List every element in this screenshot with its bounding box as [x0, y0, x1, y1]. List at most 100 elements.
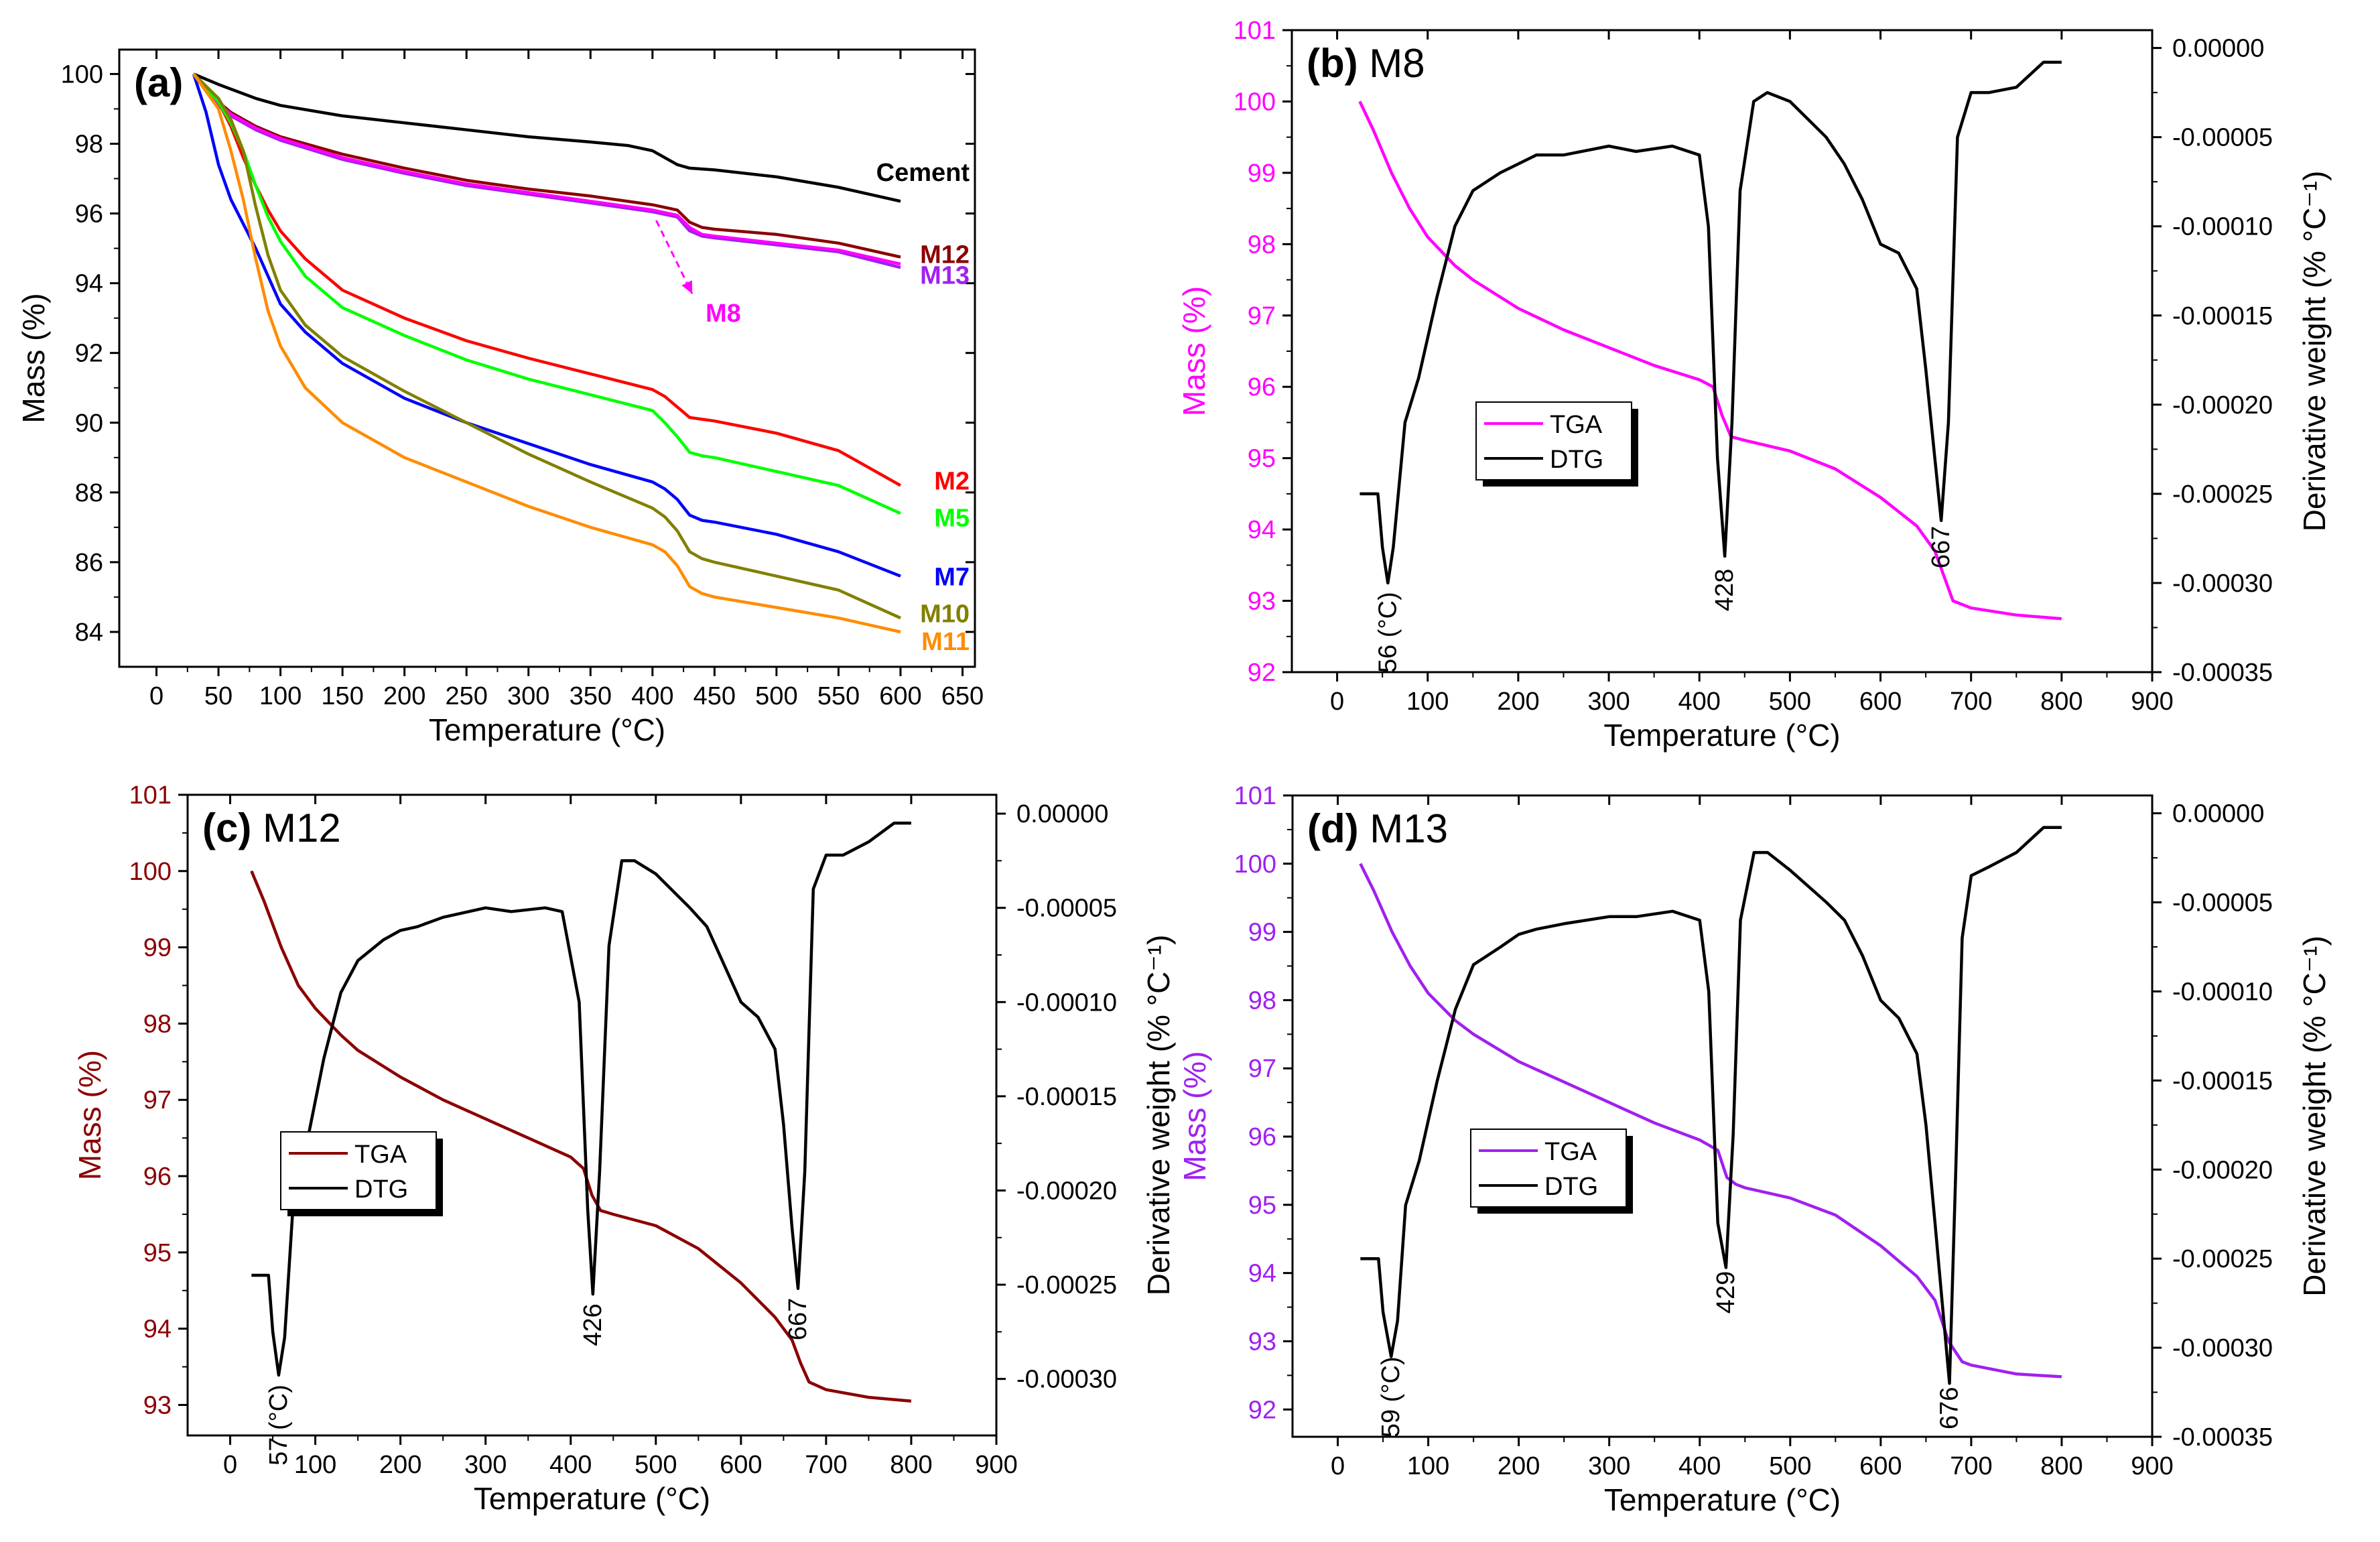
- panel-c-y2-tick-label: -0.00005: [1016, 895, 1117, 923]
- panel-d-x-tick-label: 900: [2131, 1452, 2173, 1480]
- panel-d-y-tick-label: 95: [1248, 1192, 1276, 1220]
- panel-a-label-m8: M8: [706, 300, 741, 328]
- panel-b: 0 100 200 300 400 500 600 700 800 900 92 93 94 95 96 97…: [1177, 17, 2332, 753]
- panel-b-legend-label-tga: TGA: [1550, 411, 1603, 439]
- panel-c-y2-tick-label: -0.00030: [1016, 1366, 1117, 1394]
- panel-b-y2-tick-label: -0.00015: [2172, 302, 2273, 330]
- panel-b-y-tick-label: 101: [1234, 17, 1276, 45]
- panel-b-x-tick-label: 300: [1587, 688, 1630, 716]
- panel-d-y2-tick-label: -0.00020: [2172, 1156, 2273, 1184]
- panel-b-y-axis-label: Mass (%): [1177, 286, 1211, 416]
- panel-b-y2-tick-label: -0.00030: [2172, 570, 2273, 598]
- panel-b-title-sample: M8: [1358, 41, 1425, 86]
- panel-a-m8-arrow: [655, 220, 693, 294]
- panel-a-x-tick-label: 600: [879, 682, 921, 710]
- panel-a-title-letter: (a): [134, 60, 183, 105]
- panel-a-x-tick-label: 400: [631, 682, 673, 710]
- panel-c-y2-tick-label: -0.00025: [1016, 1271, 1117, 1299]
- panel-a-label-m5: M5: [934, 504, 970, 532]
- panel-a-x-tick-label: 50: [204, 682, 233, 710]
- panel-c-legend: [280, 1131, 437, 1210]
- panel-c-peak-label: 667: [784, 1298, 812, 1340]
- panel-b-y2-axis-label: Derivative weight (% °C⁻¹): [2297, 171, 2332, 532]
- panel-d-y-tick-label: 100: [1234, 850, 1276, 879]
- panel-b-y2-tick-label: -0.00025: [2172, 480, 2273, 509]
- panel-d-peak-label: 676: [1935, 1387, 1963, 1429]
- panel-a-y-tick-label: 100: [61, 60, 103, 88]
- panel-b-y2-tick-label: -0.00035: [2172, 659, 2273, 687]
- panel-b-y-tick-label: 96: [1248, 373, 1276, 401]
- panel-a-y-tick-label: 92: [75, 340, 103, 368]
- panel-d-x-tick-label: 500: [1769, 1452, 1811, 1480]
- panel-d-x-tick-label: 600: [1859, 1452, 1902, 1480]
- panel-a-label-m11: M11: [921, 628, 970, 656]
- panel-a-label-m7: M7: [934, 564, 970, 592]
- panel-b-x-tick-label: 800: [2040, 688, 2082, 716]
- panel-d-y2-tick-label: -0.00005: [2172, 889, 2273, 917]
- panel-d-title-sample: M13: [1359, 806, 1448, 851]
- panel-b-peak-label: 667: [1927, 526, 1955, 568]
- panel-c-y2-axis-label: Derivative weight (% °C⁻¹): [1141, 935, 1176, 1296]
- panel-c-y-tick-label: 97: [143, 1086, 172, 1114]
- panel-c-x-tick-label: 800: [890, 1451, 932, 1479]
- panel-c-x-tick-label: 500: [635, 1451, 677, 1479]
- panel-a-series-m12: [192, 72, 901, 259]
- panel-a-series-m8: [192, 72, 901, 266]
- panel-b-y-tick-label: 100: [1234, 88, 1276, 116]
- panel-c-x-tick-label: 400: [549, 1451, 592, 1479]
- panel-c-y-tick-label: 100: [129, 858, 172, 886]
- panel-a-series-m10: [192, 72, 901, 620]
- panel-d-y-axis-label: Mass (%): [1177, 1051, 1212, 1181]
- panel-c-x-tick-label: 200: [379, 1451, 421, 1479]
- panel-b-x-tick-label: 200: [1497, 688, 1539, 716]
- panel-b-y2-tick-label: -0.00010: [2172, 213, 2273, 241]
- panel-c-x-tick-label: 700: [805, 1451, 847, 1479]
- panel-a-label-m2: M2: [934, 468, 970, 496]
- panel-a-label-cement: Cement: [876, 159, 970, 187]
- panel-d-y-tick-label: 98: [1248, 986, 1276, 1015]
- panel-d-y2-tick-label: -0.00010: [2172, 978, 2273, 1006]
- panel-b-x-tick-label: 500: [1769, 688, 1811, 716]
- panel-a-y-axis-label: Mass (%): [16, 293, 51, 423]
- panel-d-y2-tick-label: 0.00000: [2172, 800, 2264, 828]
- panel-b-series-tga: [1358, 101, 2062, 621]
- panel-a-label-m13: M13: [920, 262, 970, 290]
- panel-d-y2-tick-label: -0.00015: [2172, 1067, 2273, 1095]
- panel-d-y-tick-label: 94: [1248, 1260, 1276, 1288]
- panel-c-y-tick-label: 94: [143, 1315, 172, 1344]
- panel-b-x-tick-label: 700: [1950, 688, 1992, 716]
- panel-a-y-tick-label: 88: [75, 479, 103, 507]
- panel-a-m8-arrowhead: [681, 280, 693, 294]
- panel-a-y-tick-label: 96: [75, 200, 103, 229]
- panel-b-y-tick-label: 95: [1248, 445, 1276, 473]
- panel-c-x-axis-label: Temperature (°C): [474, 1481, 710, 1516]
- panel-c-title: (c) M12: [202, 806, 341, 850]
- panel-d-y-tick-label: 97: [1248, 1055, 1276, 1083]
- panel-a-series-m7: [192, 73, 901, 578]
- panel-a-x-tick-label: 0: [149, 682, 163, 710]
- panel-a-label-m10: M10: [920, 600, 970, 628]
- panel-c-y-tick-label: 98: [143, 1010, 172, 1038]
- panel-b-x-tick-label: 400: [1678, 688, 1721, 716]
- panel-d-plot-frame: [1291, 794, 2154, 1438]
- panel-a-x-tick-label: 300: [507, 682, 549, 710]
- panel-d-peak-label: 429: [1712, 1271, 1740, 1313]
- panel-c-x-tick-label: 300: [464, 1451, 507, 1479]
- panel-c-y2-tick-label: -0.00010: [1016, 988, 1117, 1017]
- panel-a-x-tick-label: 200: [383, 682, 425, 710]
- panel-a-series-m11: [192, 73, 901, 634]
- panel-d-x-tick-label: 700: [1950, 1452, 1992, 1480]
- panel-a-y-tick-label: 86: [75, 549, 103, 577]
- panel-c-y-tick-label: 96: [143, 1163, 172, 1191]
- panel-a: 0 50 100 150 200 250 300 350 400 450 500 550 600 650 8…: [16, 48, 984, 747]
- panel-a-x-tick-label: 150: [321, 682, 363, 710]
- panel-a-title: (a): [134, 60, 183, 105]
- panel-a-x-tick-label: 250: [445, 682, 487, 710]
- panel-d-y2-tick-label: -0.00030: [2172, 1334, 2273, 1362]
- panel-c-y2-tick-label: 0.00000: [1016, 800, 1108, 828]
- panel-d-y-tick-label: 101: [1234, 782, 1276, 810]
- panel-d-x-tick-label: 400: [1678, 1452, 1721, 1480]
- panel-a-x-tick-label: 100: [259, 682, 302, 710]
- panel-b-y2-tick-label: 0.00000: [2172, 35, 2264, 63]
- panel-b-y-tick-label: 94: [1248, 516, 1276, 544]
